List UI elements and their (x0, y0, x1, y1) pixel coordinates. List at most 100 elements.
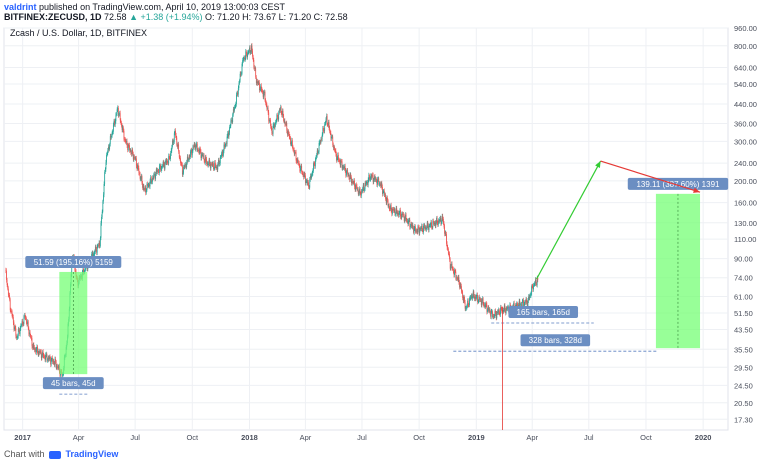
candle-body (415, 226, 416, 232)
candle-body (186, 156, 188, 162)
candle-body (355, 184, 357, 187)
candle-body (161, 166, 163, 169)
candle-body (165, 160, 166, 163)
price-axis[interactable]: 17.30 20.50 24.50 29.50 35.50 43.50 51.50 61.00… (734, 24, 757, 424)
candle-body (388, 205, 390, 207)
candle-body (139, 172, 140, 174)
candle-body (18, 329, 20, 331)
candle-body (29, 332, 31, 336)
candle-body (520, 304, 522, 306)
candle-body (449, 259, 451, 269)
candle-body (17, 336, 19, 338)
candle-body (342, 167, 344, 169)
candle-body (135, 158, 137, 166)
candle-body (418, 226, 419, 228)
candle-body (492, 316, 494, 317)
candle-body (399, 210, 401, 213)
candle-body (417, 226, 419, 233)
candle-body (531, 286, 533, 294)
candle-body (441, 216, 443, 222)
candle-body (402, 214, 404, 216)
candle-body (337, 154, 339, 158)
candle-body (435, 222, 437, 226)
candle-body (515, 304, 517, 307)
candle-body (307, 182, 309, 184)
candle-body (17, 329, 19, 337)
candle-body (536, 278, 538, 286)
candle-body (537, 278, 539, 280)
publisher-name[interactable]: valdrint (4, 2, 37, 12)
ohlc-values: O: 71.20 H: 73.67 L: 71.20 C: 72.58 (205, 12, 348, 22)
candle-body (84, 269, 86, 272)
candle-body (323, 130, 325, 132)
candle-body (409, 219, 411, 228)
candle-body (155, 174, 157, 179)
candle-body (19, 330, 20, 334)
candle-body (301, 166, 303, 173)
candle-body (101, 211, 103, 217)
candle-body (341, 160, 342, 162)
candle-body (475, 296, 477, 299)
candle-body (521, 304, 523, 307)
candle-body (365, 182, 367, 184)
candle-body (269, 120, 271, 121)
candle-body (218, 159, 219, 165)
candle-body (416, 231, 418, 233)
candle-body (295, 152, 297, 161)
candle-body (501, 308, 503, 312)
y-tick-label: 440.00 (734, 100, 757, 109)
candle-body (439, 218, 441, 220)
x-tick-label: 2020 (695, 433, 712, 442)
candle-body (268, 112, 270, 122)
candle-body (393, 209, 395, 211)
candle-body (92, 252, 94, 257)
candle-body (447, 247, 449, 249)
candle-body (290, 137, 291, 145)
candle-body (464, 302, 466, 309)
candle-body (411, 223, 413, 227)
candle-body (127, 145, 129, 150)
candle-body (181, 164, 183, 175)
candle-body (315, 156, 317, 160)
candle-body (130, 152, 132, 155)
candle-body (260, 85, 262, 90)
price-chart[interactable]: 51.59 (195.16%) 5159 45 bars, 45d 165 bars… (0, 22, 768, 442)
candle-body (98, 245, 99, 246)
candle-body (449, 254, 450, 260)
candle-body (500, 307, 502, 309)
candle-body (35, 349, 37, 353)
candle-body (340, 160, 342, 166)
candle-body (264, 91, 266, 101)
candle-body (403, 215, 405, 222)
tradingview-logo-icon (49, 450, 62, 459)
candle-body (528, 296, 530, 299)
candle-body (327, 124, 329, 126)
candle-body (334, 146, 336, 151)
candle-body (322, 127, 324, 135)
candle-body (308, 182, 309, 187)
candle-body (312, 170, 314, 174)
candle-body (346, 170, 348, 172)
candle-body (95, 246, 97, 250)
candle-body (507, 306, 509, 309)
candle-body (526, 299, 528, 302)
candle-body (14, 326, 15, 330)
candle-body (454, 270, 455, 275)
candle-body (129, 150, 131, 151)
candle-body (319, 141, 321, 144)
candle-body (176, 144, 178, 147)
candle-body (450, 265, 452, 269)
candle-body (130, 150, 132, 153)
candle-body (516, 303, 518, 305)
candle-body (533, 285, 534, 290)
candle-body (490, 312, 492, 317)
candle-body (267, 107, 269, 113)
time-axis[interactable]: 2017 Apr Jul Oct 2018 Apr Jul Oct 2019 Apr Jul Oct 2… (14, 433, 711, 442)
tradingview-brand[interactable]: TradingView (65, 449, 119, 459)
projection-box-label: 139.11 (387.60%) 1391 (636, 180, 720, 189)
candle-body (47, 359, 48, 361)
candle-body (111, 132, 113, 137)
candle-body (151, 181, 153, 183)
candle-body (495, 313, 497, 318)
candle-body (503, 309, 505, 312)
